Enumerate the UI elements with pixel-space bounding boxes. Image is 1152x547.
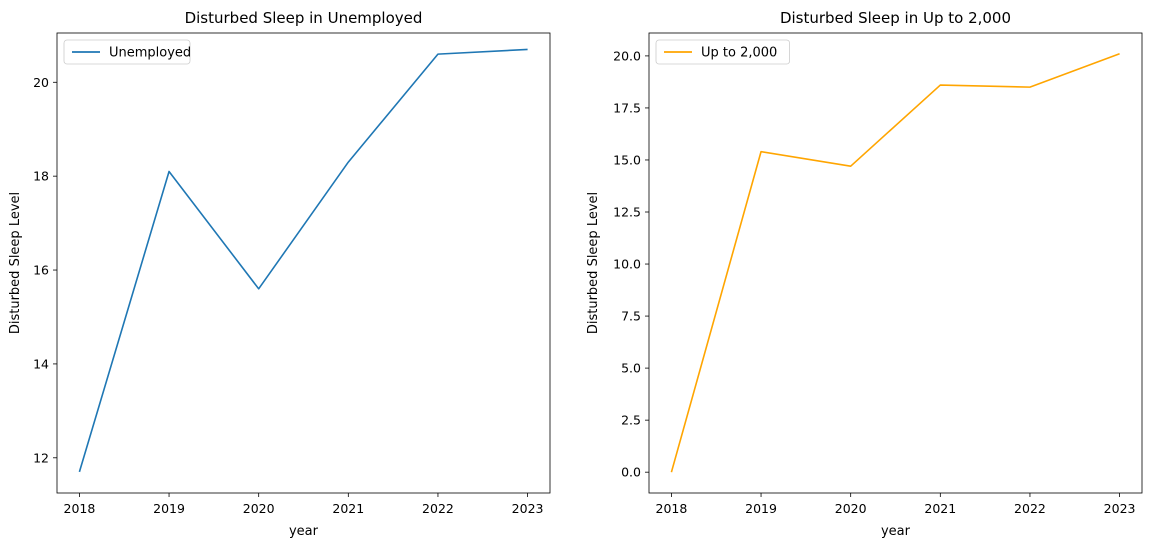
x-tick-label: 2018 <box>656 501 688 516</box>
chart-up-to-2000: Disturbed Sleep in Up to 2,000 2018 2019 20… <box>586 9 1143 539</box>
legend-label: Up to 2,000 <box>701 46 777 61</box>
legend: Unemployed <box>63 39 191 65</box>
y-axis-label: Disturbed Sleep Level <box>8 192 23 334</box>
y-tick-label: 12.5 <box>613 205 641 220</box>
y-tick-label: 0.0 <box>621 465 641 480</box>
legend-box <box>655 39 791 65</box>
x-tick-label: 2022 <box>1014 501 1046 516</box>
y-tick-label: 5.0 <box>621 361 641 376</box>
y-tick-label: 2.5 <box>621 413 641 428</box>
chart-title: Disturbed Sleep in Up to 2,000 <box>780 9 1011 27</box>
plot-frame <box>648 32 1143 494</box>
y-tick-label: 18 <box>33 169 49 184</box>
legend-box <box>63 39 191 65</box>
y-tick-label: 7.5 <box>621 309 641 324</box>
x-tick-label: 2020 <box>243 501 275 516</box>
legend-label: Unemployed <box>109 46 191 61</box>
y-axis-label: Disturbed Sleep Level <box>586 192 601 334</box>
chart-title: Disturbed Sleep in Unemployed <box>185 9 423 27</box>
x-tick-label: 2023 <box>512 501 544 516</box>
y-tick-label: 16 <box>33 263 49 278</box>
y-tick-label: 14 <box>33 356 49 371</box>
y-tick-label: 15.0 <box>613 152 641 167</box>
x-tick-label: 2018 <box>64 501 96 516</box>
x-tick-label: 2019 <box>745 501 777 516</box>
x-tick-label: 2020 <box>835 501 867 516</box>
y-tick-label: 10.0 <box>613 257 641 272</box>
legend: Up to 2,000 <box>655 39 791 65</box>
x-tick-label: 2021 <box>332 501 364 516</box>
x-tick-label: 2022 <box>422 501 454 516</box>
series-line-up-to-2000 <box>670 53 1120 473</box>
x-tick-label: 2023 <box>1104 501 1136 516</box>
y-tick-label: 20 <box>33 75 49 90</box>
x-tick-label: 2021 <box>924 501 956 516</box>
x-tick-label: 2019 <box>153 501 185 516</box>
y-tick-label: 17.5 <box>613 100 641 115</box>
plot-frame <box>56 32 551 494</box>
x-axis-label: year <box>289 524 319 539</box>
x-axis-label: year <box>881 524 911 539</box>
y-tick-label: 12 <box>33 450 49 465</box>
series-line-unemployed <box>78 48 528 473</box>
y-tick-label: 20.0 <box>613 48 641 63</box>
